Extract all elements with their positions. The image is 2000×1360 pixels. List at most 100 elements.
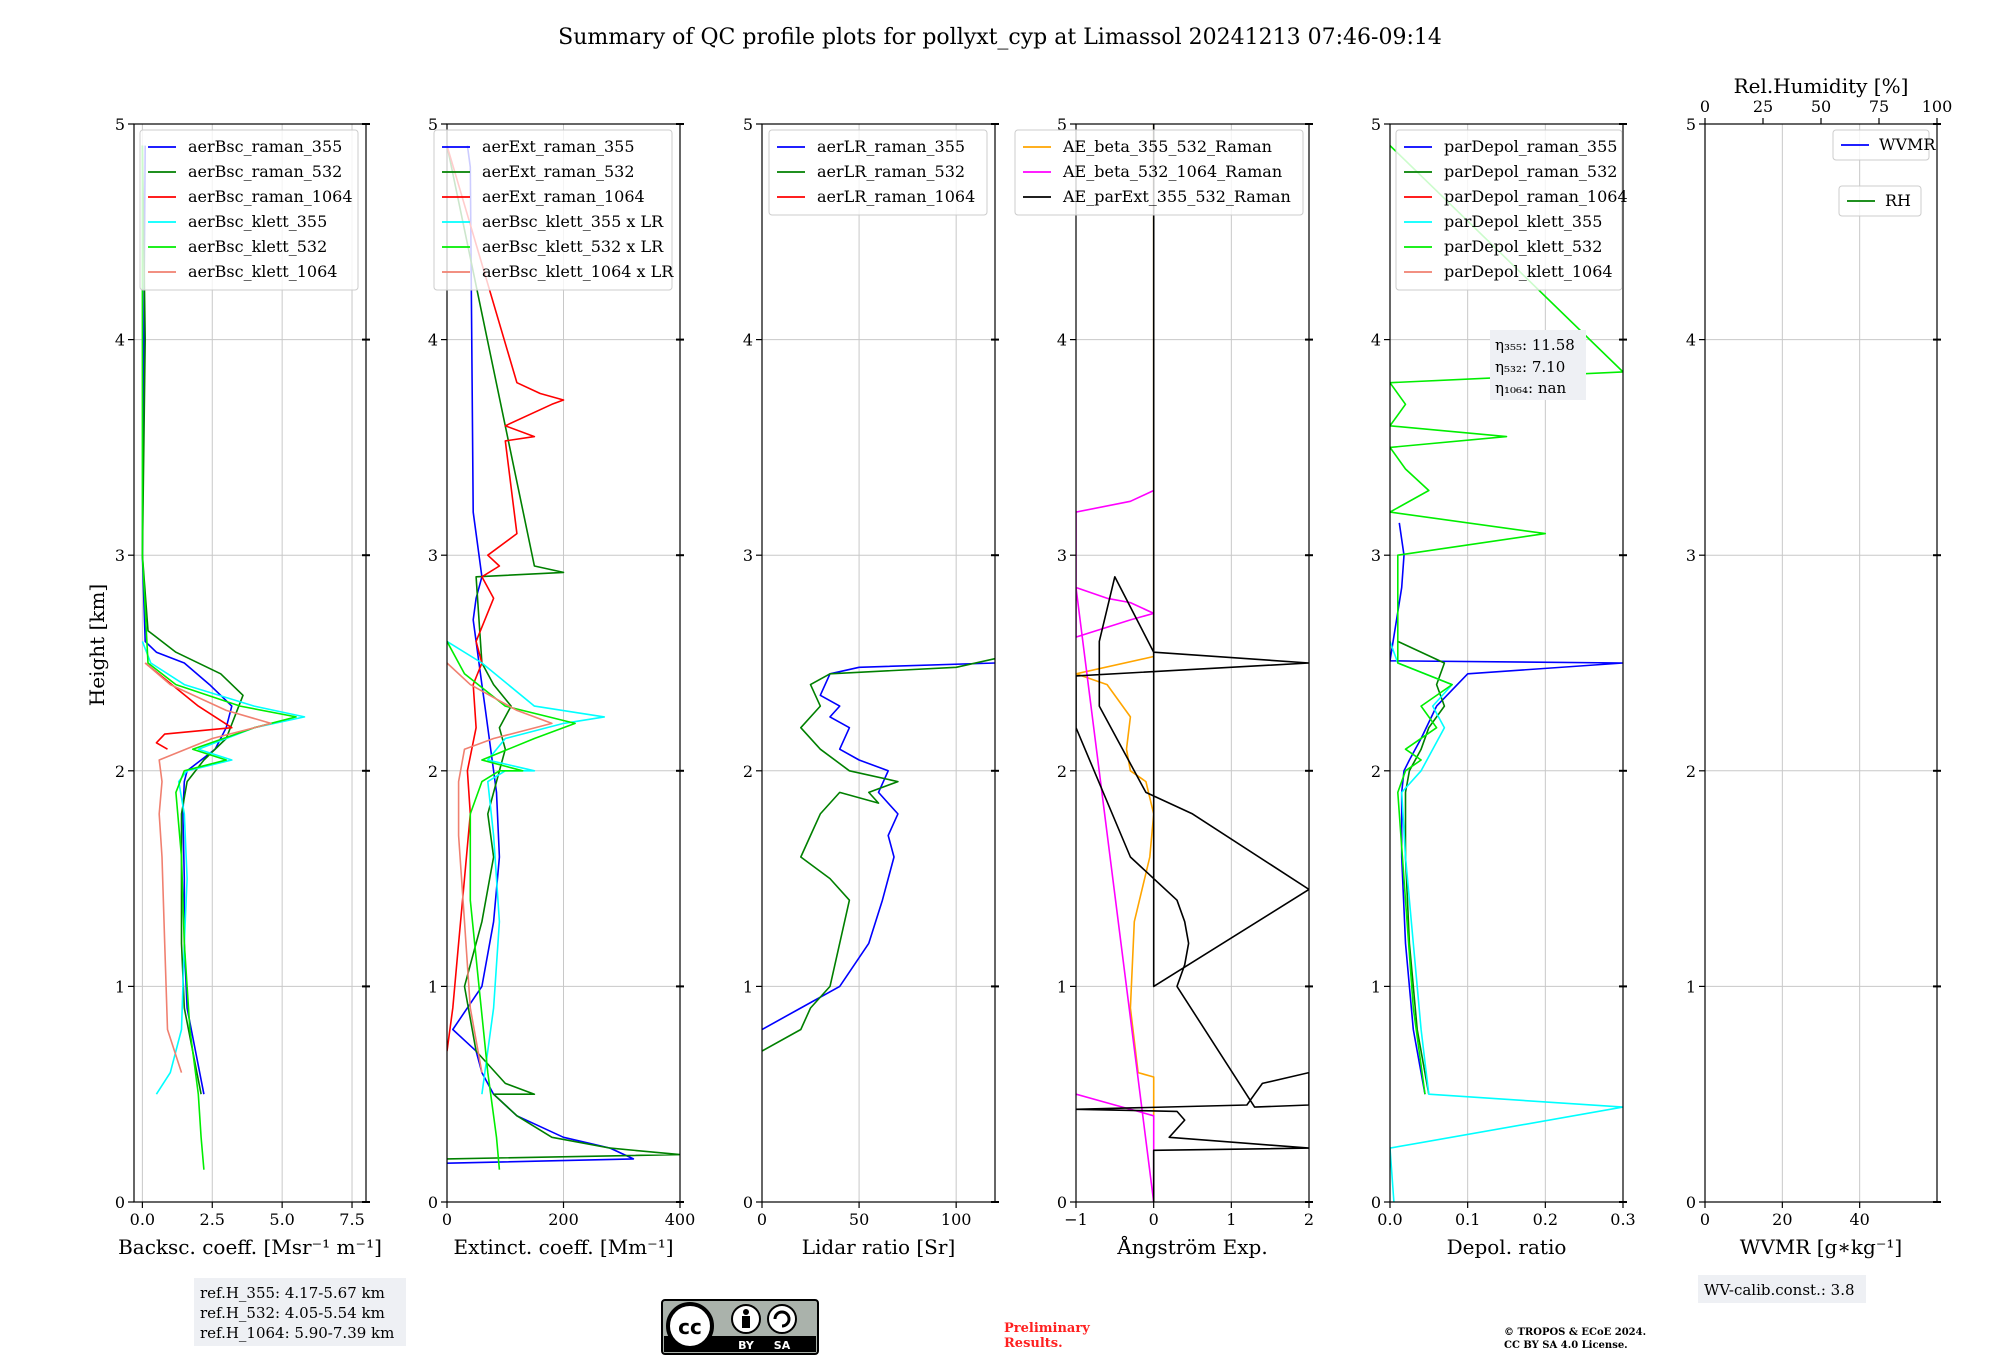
- top-x-tick-label: 0: [1700, 97, 1710, 116]
- share-alike-icon: [767, 1304, 797, 1334]
- legend-entry: aerBsc_raman_355: [188, 137, 342, 156]
- ref-height-line: ref.H_1064: 5.90-7.39 km: [200, 1324, 394, 1342]
- legend-entry: parDepol_raman_1064: [1444, 187, 1628, 206]
- legend-entry: aerBsc_raman_532: [188, 162, 342, 181]
- y-tick-label: 3: [743, 546, 753, 565]
- plot-frame: [1389, 123, 1624, 1203]
- x-tick-label: 100: [941, 1210, 972, 1229]
- legend-entry: aerExt_raman_1064: [482, 187, 645, 206]
- series-line-aerBsc_klett_355: [141, 641, 306, 1095]
- x-tick-label: 0: [1149, 1210, 1159, 1229]
- series-line-aerExt_raman_532: [447, 145, 680, 1160]
- figure-title: Summary of QC profile plots for pollyxt_…: [558, 25, 1442, 50]
- y-tick-label: 1: [1686, 977, 1696, 996]
- top-x-tick-label: 25: [1753, 97, 1773, 116]
- legend-entry: aerExt_raman_355: [482, 137, 635, 156]
- x-axis-label: Backsc. coeff. [Msr⁻¹ m⁻¹]: [118, 1235, 382, 1259]
- plot-frame: [761, 123, 996, 1203]
- eta-532-value: η₅₃₂: 7.10: [1495, 358, 1565, 376]
- legend-entry: aerBsc_raman_1064: [188, 187, 353, 206]
- series-line-parDepol_klett_355: [1390, 641, 1623, 1202]
- panel-depol: 0.0 0.1 0.2 0.3 0 1 2 3 4 5 Depol. ratio parDepol_r…: [1371, 115, 1636, 1259]
- cc-license-badge: cc BY SA: [661, 1299, 819, 1355]
- x-tick-label: 400: [665, 1210, 696, 1229]
- series-line-aerBsc_klett_1064: [144, 662, 272, 1073]
- cc-logo-icon: [666, 1302, 714, 1350]
- y-tick-label: 0: [115, 1193, 125, 1212]
- y-tick-label: 2: [1686, 762, 1696, 781]
- legend-entry: aerBsc_klett_532: [188, 237, 327, 256]
- x-tick-label: 50: [849, 1210, 869, 1229]
- x-tick-label: 5.0: [269, 1210, 294, 1229]
- plot-frame: [1704, 123, 1938, 1203]
- y-tick-label: 2: [1371, 762, 1381, 781]
- legend-entry: aerBsc_klett_355: [188, 212, 327, 231]
- y-tick-label: 5: [743, 115, 753, 134]
- y-tick-label: 3: [1371, 546, 1381, 565]
- legend-entry: aerExt_raman_532: [482, 162, 635, 181]
- y-tick-label: 1: [115, 977, 125, 996]
- legend: aerLR_raman_355 aerLR_raman_532 aerLR_rama…: [768, 129, 988, 216]
- y-tick-label: 5: [115, 115, 125, 134]
- legend-entry: AE_beta_355_532_Raman: [1062, 137, 1272, 156]
- x-tick-label: 0.1: [1455, 1210, 1480, 1229]
- legend-entry: aerBsc_klett_355 x LR: [482, 212, 664, 231]
- preliminary-line: Preliminary: [1004, 1321, 1090, 1336]
- series-line-parDepol_raman_355: [1390, 522, 1623, 1095]
- x-tick-label: 200: [548, 1210, 579, 1229]
- eta-355-value: η₃₅₅: 11.58: [1495, 336, 1575, 354]
- copyright-note: © TROPOS & ECoE 2024. CC BY SA 4.0 Licen…: [1504, 1327, 1646, 1351]
- top-x-tick-label: 100: [1922, 97, 1953, 116]
- series-line-AE_beta_532_1064_Raman: [1076, 489, 1155, 1202]
- x-tick-label: 1: [1226, 1210, 1236, 1229]
- y-tick-label: 1: [1057, 977, 1067, 996]
- x-tick-label: 0: [757, 1210, 767, 1229]
- legend-entry: parDepol_raman_532: [1444, 162, 1617, 181]
- x-tick-label: 20: [1772, 1210, 1792, 1229]
- legend-entry: aerLR_raman_1064: [817, 187, 975, 206]
- x-tick-label: 7.5: [339, 1210, 364, 1229]
- x-axis-label: Ångström Exp.: [1116, 1234, 1267, 1259]
- copyright-line: CC BY SA 4.0 License.: [1504, 1340, 1628, 1351]
- x-tick-label: 0.0: [130, 1210, 155, 1229]
- copyright-line: © TROPOS & ECoE 2024.: [1504, 1327, 1646, 1338]
- by-label: BY: [738, 1339, 755, 1352]
- series-line-AE_parExt_355_532_Raman: [1076, 124, 1309, 1202]
- series-line-parDepol_klett_532: [1390, 145, 1623, 1095]
- panel-wvmr: 0 20 40 0 1 2 3 4 5 WVMR [g∗kg⁻¹] 0 25 50 75 100 Rel.Hu…: [1686, 74, 1952, 1259]
- series-line-aerBsc_klett_532: [141, 145, 297, 1170]
- x-tick-label: 2: [1304, 1210, 1314, 1229]
- y-tick-label: 2: [115, 762, 125, 781]
- series-line-parDepol_raman_532: [1397, 640, 1446, 1095]
- x-tick-label: −1: [1064, 1210, 1088, 1229]
- series-line-aerBsc_klett_1064 x LR: [447, 662, 553, 1073]
- y-tick-label: 4: [743, 331, 753, 350]
- legend-entry: parDepol_raman_355: [1444, 137, 1617, 156]
- series-line-aerLR_raman_355: [762, 662, 995, 1031]
- top-x-tick-label: 75: [1869, 97, 1889, 116]
- x-axis-label: Lidar ratio [Sr]: [802, 1235, 956, 1259]
- x-axis-label: Depol. ratio: [1447, 1235, 1567, 1259]
- reference-height-box: ref.H_355: 4.17-5.67 km ref.H_532: 4.05-…: [194, 1278, 406, 1346]
- legend-entry: RH: [1885, 191, 1911, 210]
- legend-entry: aerBsc_klett_1064 x LR: [482, 262, 674, 281]
- y-tick-label: 0: [1057, 1193, 1067, 1212]
- panel-backscatter: 0.0 2.5 5.0 7.5 0 1 2 3 4 5 Backsc. coeff. [Msr⁻¹ …: [115, 115, 382, 1259]
- legend-entry: AE_beta_532_1064_Raman: [1062, 162, 1282, 181]
- x-axis-label: WVMR [g∗kg⁻¹]: [1740, 1235, 1902, 1259]
- y-tick-label: 0: [428, 1193, 438, 1212]
- y-tick-label: 5: [1057, 115, 1067, 134]
- eta-values-box: η₃₅₅: 11.58 η₅₃₂: 7.10 η₁₀₆₄: nan: [1490, 330, 1586, 400]
- x-tick-label: 0.0: [1377, 1210, 1402, 1229]
- cc-logo-text: cc: [678, 1315, 702, 1339]
- x-tick-label: 0.2: [1533, 1210, 1558, 1229]
- eta-1064-value: η₁₀₆₄: nan: [1495, 379, 1566, 397]
- legend-entry: parDepol_klett_1064: [1444, 262, 1613, 281]
- ref-height-line: ref.H_355: 4.17-5.67 km: [200, 1284, 385, 1302]
- wv-calib-box: WV-calib.const.: 3.8: [1698, 1275, 1866, 1303]
- y-tick-label: 0: [1686, 1193, 1696, 1212]
- legend: parDepol_raman_355 parDepol_raman_532 parD…: [1395, 129, 1628, 291]
- panel-extinction: 0 200 400 0 1 2 3 4 5 Extinct. coeff. [Mm⁻¹] aerEx…: [428, 115, 695, 1259]
